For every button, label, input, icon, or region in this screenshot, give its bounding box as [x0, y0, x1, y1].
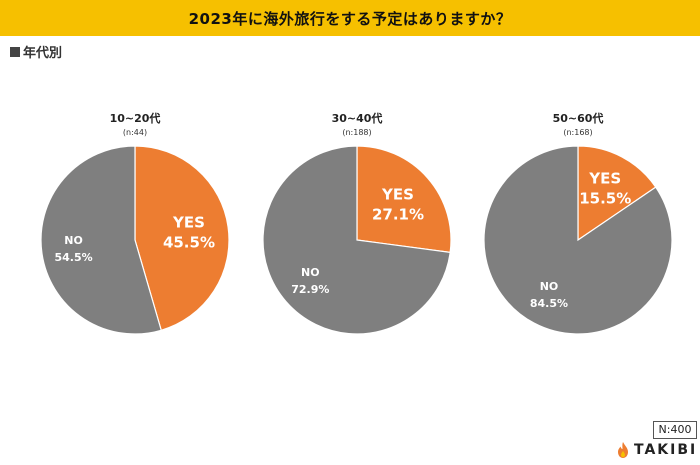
brand-name: TAKIBI — [634, 442, 698, 458]
slice-value: 54.5% — [54, 251, 92, 264]
slice-label: NO — [540, 280, 559, 293]
slice-label: NO — [64, 234, 83, 247]
slice-value: 45.5% — [163, 234, 215, 252]
pie-chart-3: 50~60代 (n:168) YES 15.5% NO 84.5% — [483, 111, 673, 335]
title-bar: 2023年に海外旅行をする予定はありますか？ — [0, 0, 700, 36]
slice-label: YES — [381, 185, 414, 203]
square-bullet-icon — [10, 46, 20, 57]
slice-value: 72.9% — [291, 283, 329, 296]
slice-label: YES — [588, 170, 621, 188]
slice-value: 27.1% — [372, 205, 424, 223]
chart-title: 2023年に海外旅行をする予定はありますか？ — [188, 9, 512, 28]
pie-title: 30~40代 — [332, 111, 383, 125]
pie-slice-no — [40, 145, 162, 335]
pie-chart-1: 10~20代 (n:44) YES 45.5% NO 54.5% — [40, 111, 230, 335]
subtitle: 年代別 — [10, 42, 62, 61]
pie-sample-size: (n:168) — [563, 128, 592, 137]
pie-title: 10~20代 — [110, 111, 161, 125]
pie-slice-no — [262, 145, 451, 335]
pie-slice-yes — [577, 145, 657, 242]
pie-slice-no — [483, 145, 673, 335]
subtitle-label: 年代別 — [23, 46, 63, 61]
slice-label: YES — [172, 214, 205, 232]
brand-logo: TAKIBI — [616, 441, 697, 459]
slice-label: NO — [301, 266, 320, 279]
pie-chart-2: 30~40代 (n:188) YES 27.1% NO 72.9% — [262, 111, 452, 335]
pie-slice-yes — [356, 145, 452, 254]
total-n-badge: N:400 — [653, 421, 697, 439]
pie-slice-yes — [134, 145, 230, 332]
slice-value: 84.5% — [530, 297, 568, 310]
pie-title: 50~60代 — [553, 111, 604, 125]
pie-sample-size: (n:44) — [123, 128, 147, 137]
slice-value: 15.5% — [579, 190, 631, 208]
pie-sample-size: (n:188) — [342, 128, 371, 137]
flame-icon — [618, 442, 628, 458]
